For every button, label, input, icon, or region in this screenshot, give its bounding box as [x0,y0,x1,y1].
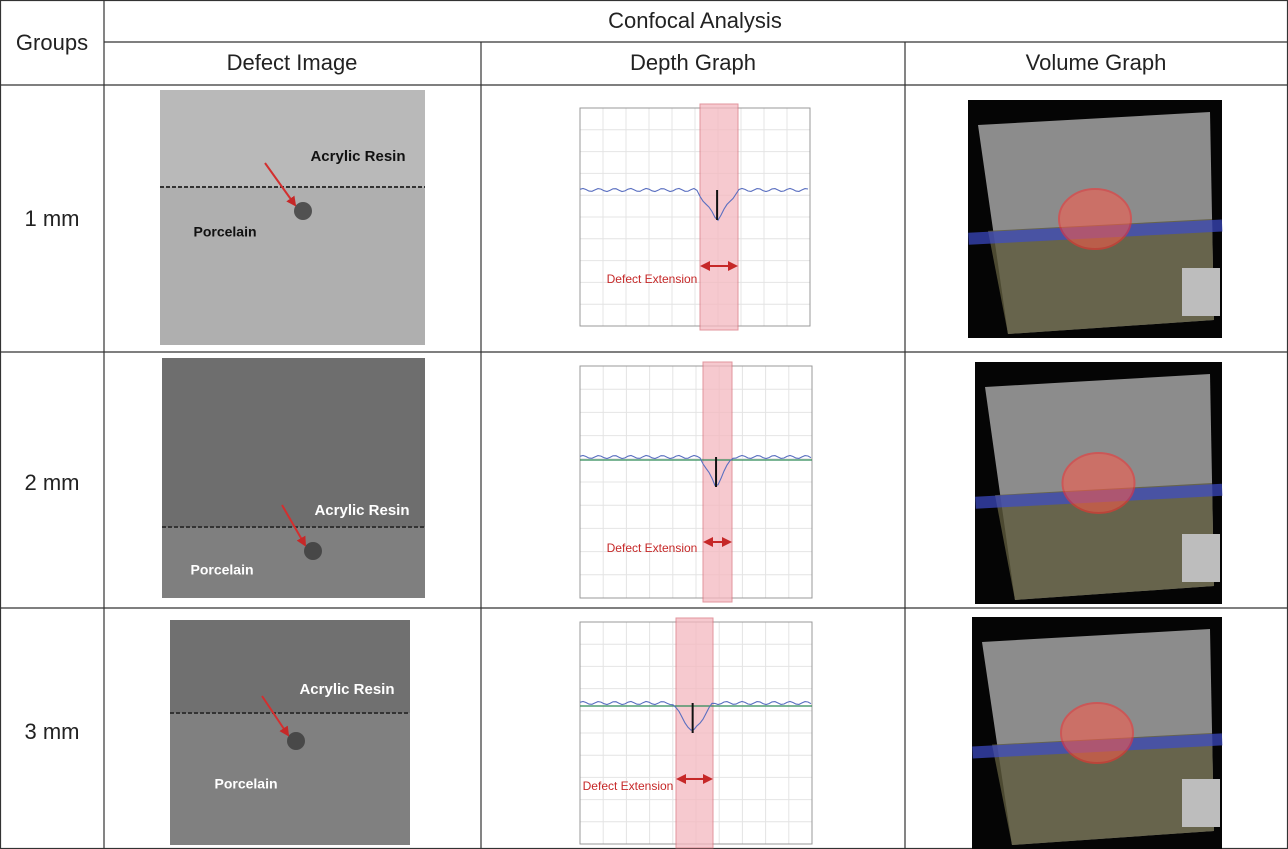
group-label: 2 mm [25,470,80,495]
defect-extension-label: Defect Extension [607,541,698,555]
defect-image-lower [160,187,425,345]
defect-image-lower [170,713,410,845]
inset [1182,779,1220,827]
defect-extension-label: Defect Extension [583,779,674,793]
defect-ellipse [1059,189,1131,249]
column-header: Defect Image [227,50,358,75]
table-title: Confocal Analysis [608,8,782,33]
column-header: Depth Graph [630,50,756,75]
defect-band [676,618,713,848]
material-label: Acrylic Resin [314,502,409,519]
defect-extension-label: Defect Extension [607,272,698,286]
defect-ellipse [1063,453,1135,513]
group-label: 1 mm [25,206,80,231]
column-header: Groups [16,30,88,55]
defect-ellipse [1061,703,1133,763]
defect-band [703,362,732,602]
defect-spot [294,202,312,220]
defect-spot [304,542,322,560]
material-label: Acrylic Resin [310,148,405,165]
column-header: Volume Graph [1026,50,1167,75]
material-label: Porcelain [193,224,256,240]
defect-spot [287,732,305,750]
inset [1182,268,1220,316]
material-label: Porcelain [214,776,277,792]
figure-table: Confocal Analysis Groups Defect Image De… [0,0,1288,849]
inset [1182,534,1220,582]
material-label: Porcelain [190,562,253,578]
group-label: 3 mm [25,719,80,744]
defect-band [700,104,738,330]
material-label: Acrylic Resin [299,681,394,698]
